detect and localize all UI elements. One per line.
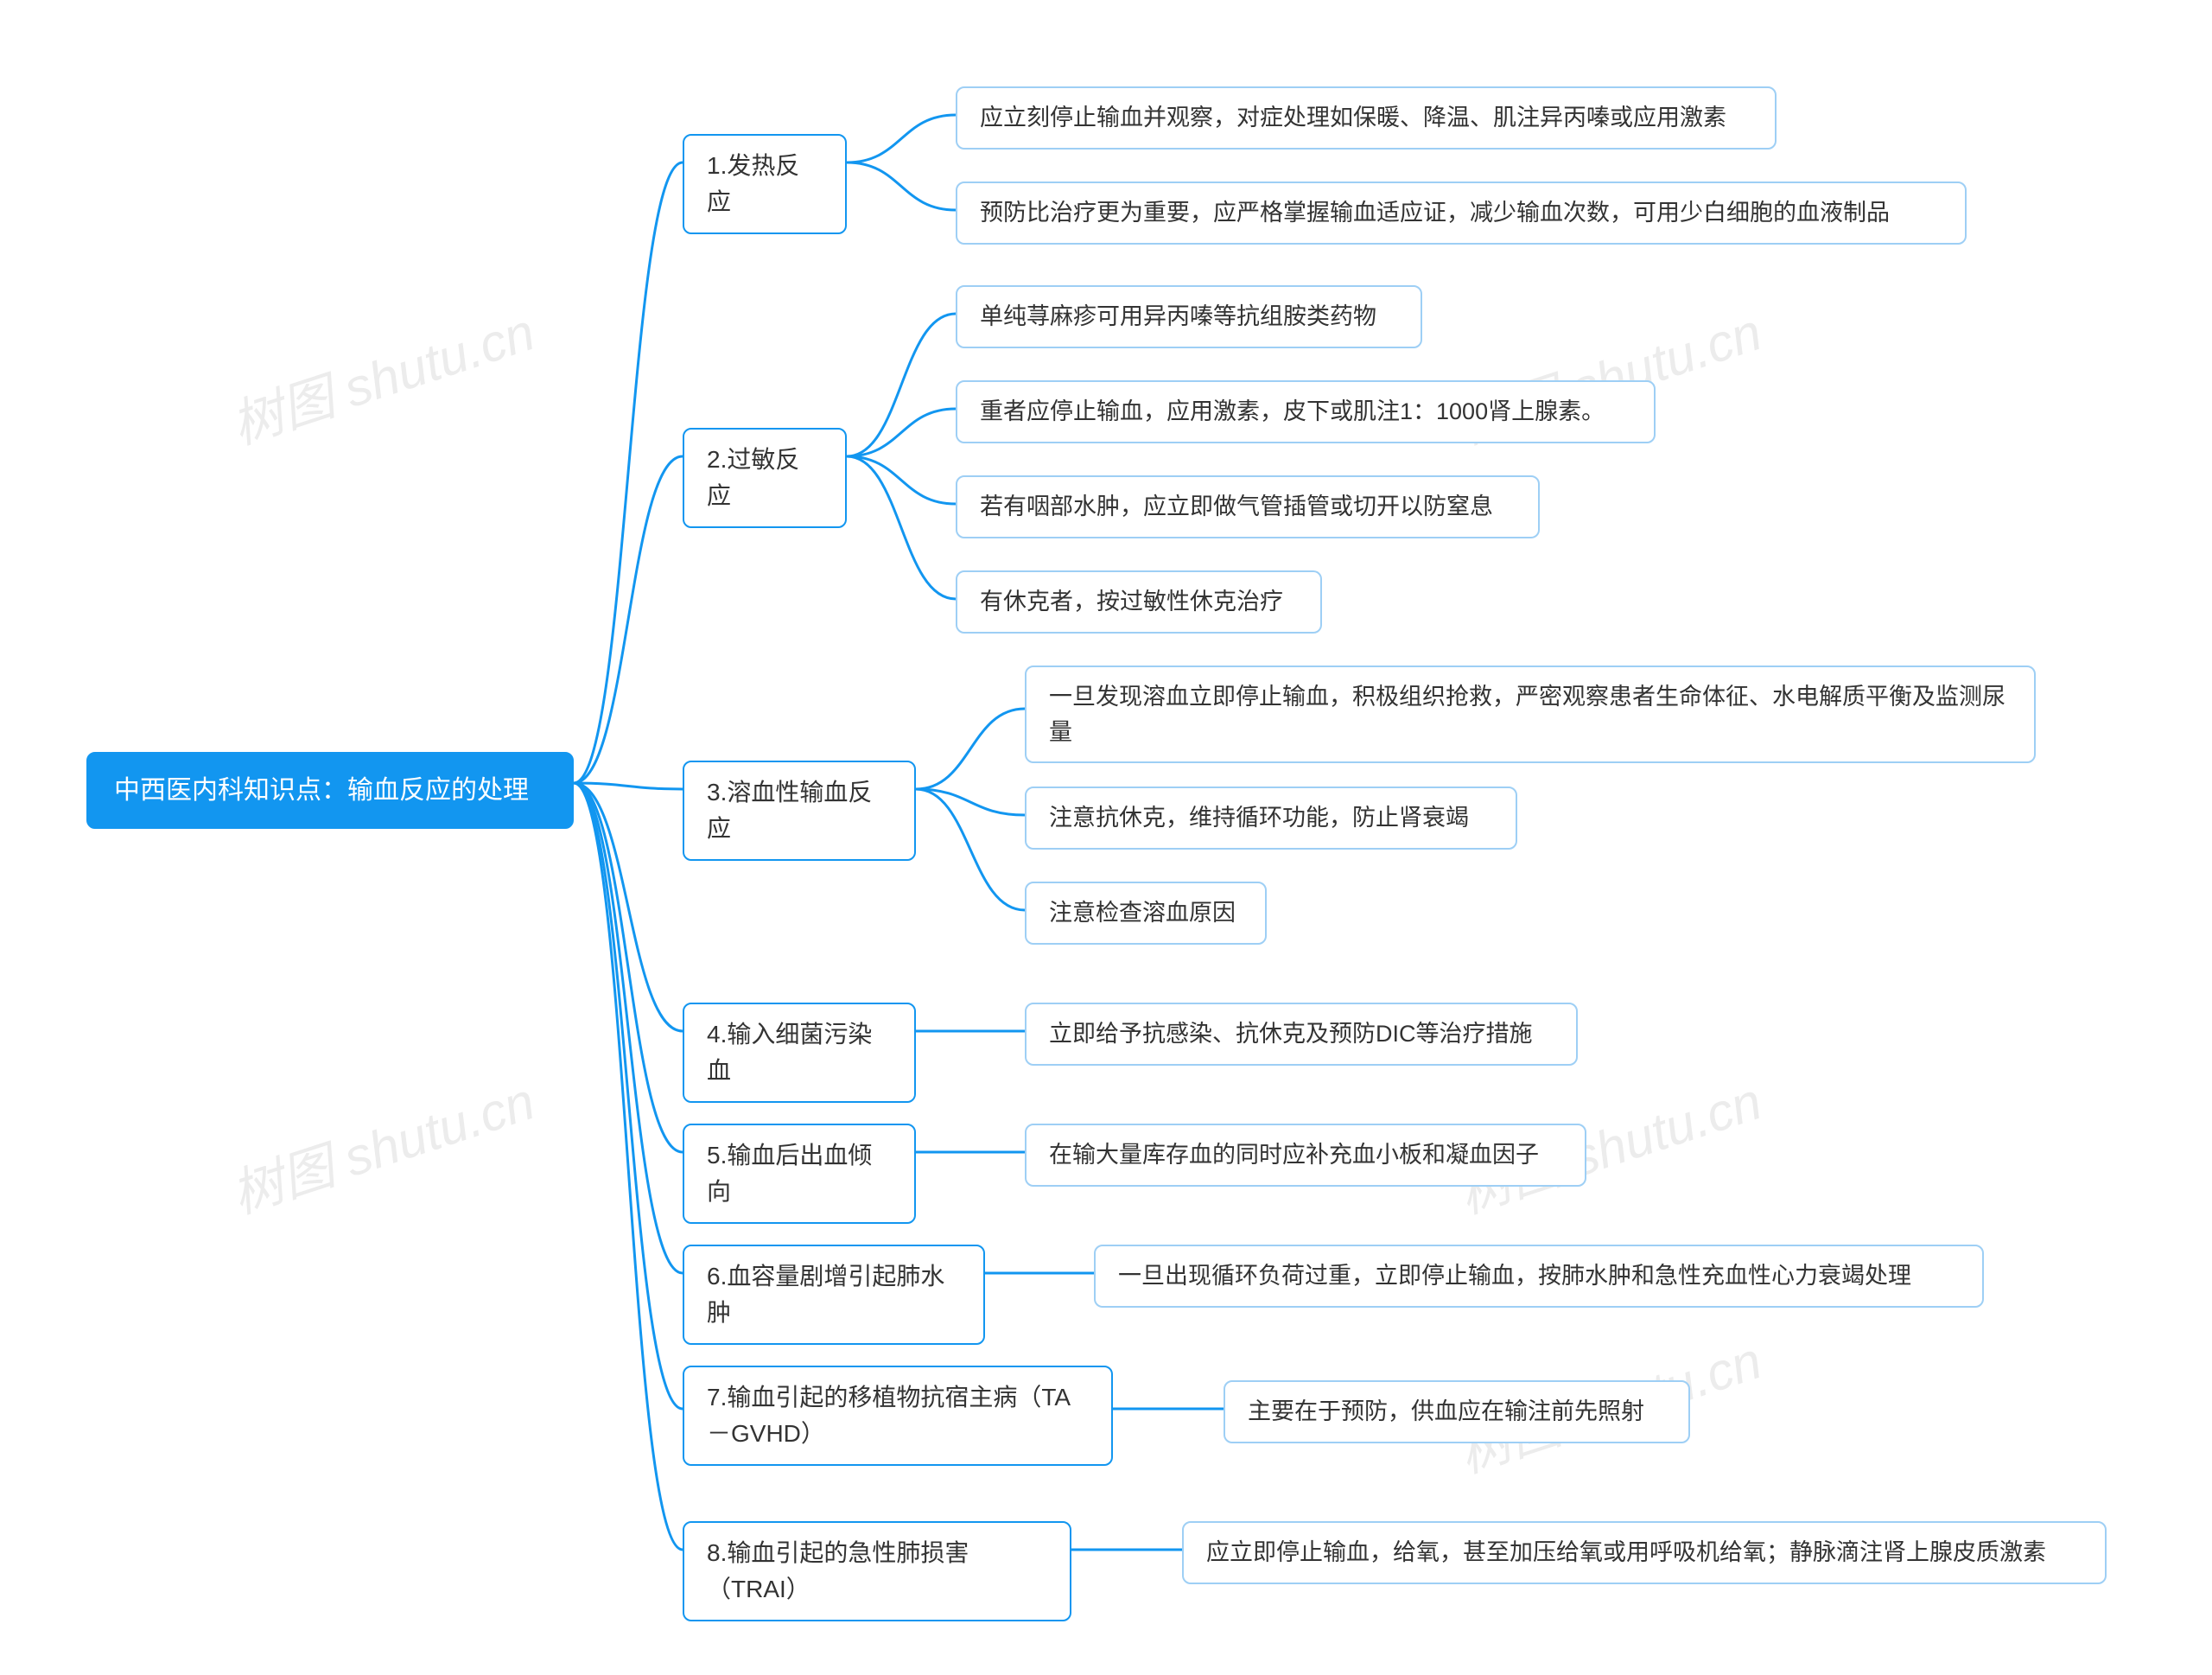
branch-node[interactable]: 4.输入细菌污染血 bbox=[683, 1003, 916, 1103]
leaf-node[interactable]: 预防比治疗更为重要，应严格掌握输血适应证，减少输血次数，可用少白细胞的血液制品 bbox=[956, 182, 1967, 245]
leaf-node[interactable]: 主要在于预防，供血应在输注前先照射 bbox=[1224, 1380, 1690, 1443]
branch-node[interactable]: 1.发热反应 bbox=[683, 134, 847, 234]
leaf-node[interactable]: 若有咽部水肿，应立即做气管插管或切开以防窒息 bbox=[956, 475, 1540, 538]
branch-node[interactable]: 3.溶血性输血反应 bbox=[683, 761, 916, 861]
leaf-node[interactable]: 单纯荨麻疹可用异丙嗪等抗组胺类药物 bbox=[956, 285, 1422, 348]
leaf-node[interactable]: 注意检查溶血原因 bbox=[1025, 882, 1267, 945]
branch-node[interactable]: 6.血容量剧增引起肺水肿 bbox=[683, 1245, 985, 1345]
leaf-node[interactable]: 在输大量库存血的同时应补充血小板和凝血因子 bbox=[1025, 1124, 1586, 1187]
watermark: 树图 shutu.cn bbox=[220, 290, 543, 459]
branch-node[interactable]: 8.输血引起的急性肺损害（TRAI） bbox=[683, 1521, 1071, 1621]
branch-node[interactable]: 5.输血后出血倾向 bbox=[683, 1124, 916, 1224]
leaf-node[interactable]: 一旦发现溶血立即停止输血，积极组织抢救，严密观察患者生命体征、水电解质平衡及监测… bbox=[1025, 666, 2036, 763]
branch-node[interactable]: 2.过敏反应 bbox=[683, 428, 847, 528]
mindmap-canvas: 树图 shutu.cn树图 shutu.cn树图 shutu.cn树图 shut… bbox=[0, 0, 2212, 1675]
root-node[interactable]: 中西医内科知识点：输血反应的处理 bbox=[86, 752, 574, 829]
leaf-node[interactable]: 应立即停止输血，给氧，甚至加压给氧或用呼吸机给氧；静脉滴注肾上腺皮质激素 bbox=[1182, 1521, 2107, 1584]
leaf-node[interactable]: 重者应停止输血，应用激素，皮下或肌注1：1000肾上腺素。 bbox=[956, 380, 1656, 443]
leaf-node[interactable]: 有休克者，按过敏性休克治疗 bbox=[956, 570, 1322, 634]
leaf-node[interactable]: 应立刻停止输血并观察，对症处理如保暖、降温、肌注异丙嗪或应用激素 bbox=[956, 86, 1777, 150]
leaf-node[interactable]: 一旦出现循环负荷过重，立即停止输血，按肺水肿和急性充血性心力衰竭处理 bbox=[1094, 1245, 1984, 1308]
branch-node[interactable]: 7.输血引起的移植物抗宿主病（TA－GVHD） bbox=[683, 1366, 1113, 1466]
leaf-node[interactable]: 立即给予抗感染、抗休克及预防DIC等治疗措施 bbox=[1025, 1003, 1578, 1066]
leaf-node[interactable]: 注意抗休克，维持循环功能，防止肾衰竭 bbox=[1025, 787, 1517, 850]
watermark: 树图 shutu.cn bbox=[220, 1060, 543, 1228]
